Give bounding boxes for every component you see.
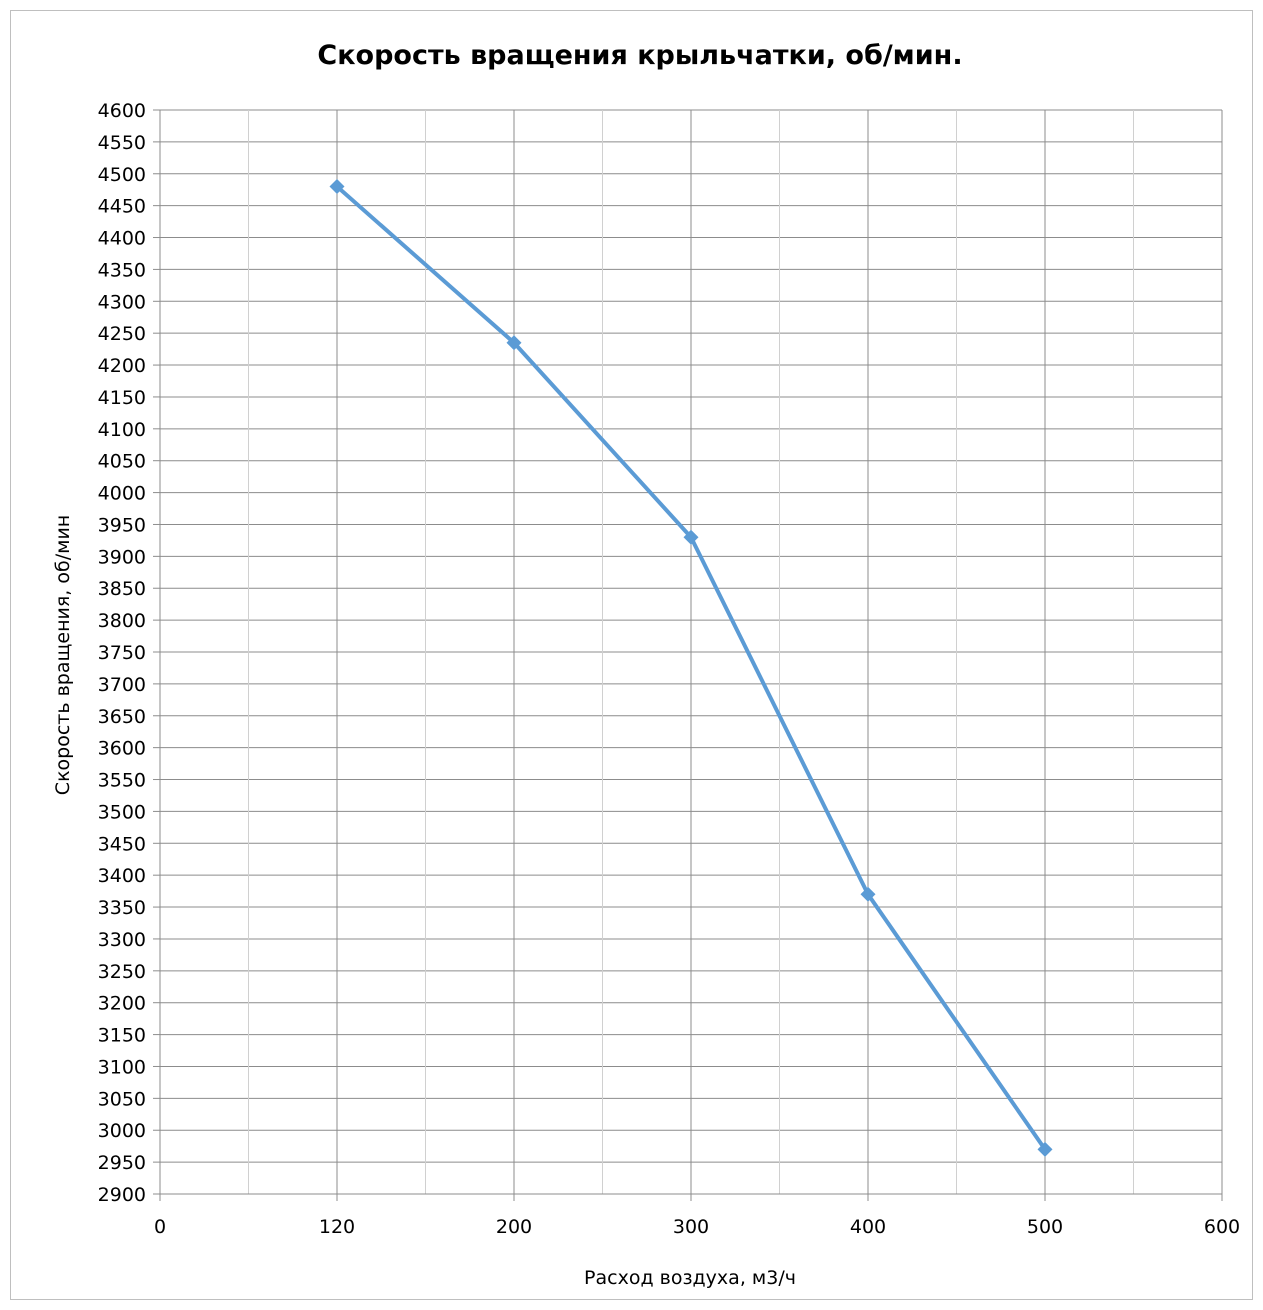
y-tick-label: 4250 (98, 323, 146, 345)
y-tick-label: 2900 (98, 1184, 146, 1206)
data-point-marker (860, 886, 876, 902)
y-tick-label: 4000 (98, 483, 146, 505)
x-tick-labels: 0 120 200 300 400 500 600 (154, 1216, 1240, 1238)
x-tick-label: 300 (673, 1216, 709, 1238)
y-tick-label: 3450 (98, 833, 146, 855)
x-tick-label: 400 (850, 1216, 886, 1238)
y-tick-label: 3650 (98, 706, 146, 728)
y-tick-label: 4100 (98, 419, 146, 441)
y-tick-label: 3000 (98, 1120, 146, 1142)
y-tick-label: 3700 (98, 674, 146, 696)
y-tick-label: 3200 (98, 993, 146, 1015)
y-tick-label: 4050 (98, 451, 146, 473)
x-tick-label: 600 (1204, 1216, 1240, 1238)
y-tick-labels: 2900 2950 3000 3050 3100 3150 3200 3250 3300 3350… (98, 100, 146, 1206)
y-tick-label: 3550 (98, 770, 146, 792)
chart-title: Скорость вращения крыльчатки, об/мин. (317, 40, 962, 71)
y-tick-label: 3900 (98, 546, 146, 568)
y-tick-label: 4400 (98, 228, 146, 250)
y-tick-label: 4450 (98, 196, 146, 218)
y-tick-label: 4600 (98, 100, 146, 122)
grid (159, 109, 1223, 1195)
y-tick-label: 3750 (98, 642, 146, 664)
x-tick-label: 120 (319, 1216, 355, 1238)
x-tick-label: 0 (154, 1216, 166, 1238)
data-point-marker (506, 335, 522, 351)
y-tick-label: 3850 (98, 578, 146, 600)
y-tick-label: 3150 (98, 1025, 146, 1047)
y-tick-label: 3350 (98, 897, 146, 919)
x-axis-title: Расход воздуха, м3/ч (584, 1267, 796, 1289)
y-tick-label: 3100 (98, 1056, 146, 1078)
y-tick-label: 4350 (98, 259, 146, 281)
y-tick-label: 3800 (98, 610, 146, 632)
y-axis-title: Скорость вращения, об/мин (52, 515, 74, 795)
series (329, 179, 1053, 1157)
data-point-marker (1037, 1141, 1053, 1157)
y-tick-label: 4500 (98, 164, 146, 186)
y-tick-label: 3600 (98, 738, 146, 760)
y-tick-label: 4200 (98, 355, 146, 377)
y-tick-label: 3400 (98, 865, 146, 887)
y-tick-label: 3950 (98, 514, 146, 536)
y-tick-label: 3250 (98, 961, 146, 983)
y-tick-label: 4150 (98, 387, 146, 409)
y-tick-label: 4550 (98, 132, 146, 154)
x-tick-label: 500 (1027, 1216, 1063, 1238)
chart-frame (10, 10, 1253, 1300)
y-tick-label: 3500 (98, 801, 146, 823)
y-tick-label: 3050 (98, 1088, 146, 1110)
axes (153, 109, 1223, 1201)
x-tick-label: 200 (496, 1216, 532, 1238)
y-tick-label: 3300 (98, 929, 146, 951)
data-point-marker (329, 179, 345, 195)
data-point-marker (683, 529, 699, 545)
y-tick-label: 2950 (98, 1152, 146, 1174)
y-tick-label: 4300 (98, 291, 146, 313)
